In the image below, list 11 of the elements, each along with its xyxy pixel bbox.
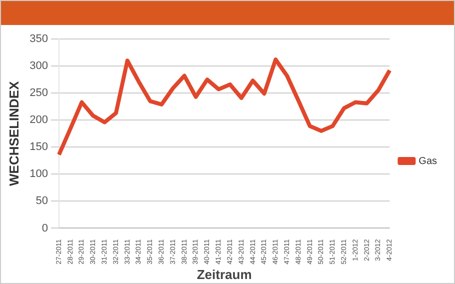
legend-label: Gas: [418, 156, 438, 167]
y-tick-label: 100: [30, 168, 48, 180]
y-tick-label: 200: [30, 114, 48, 126]
y-axis-title: WECHSELINDEX: [6, 80, 22, 186]
x-axis-title: Zeitraum: [196, 266, 252, 282]
y-tick-label: 0: [42, 222, 48, 234]
y-tick-label: 300: [30, 60, 48, 72]
y-tick-label: 50: [36, 195, 48, 208]
y-tick-label: 250: [30, 87, 48, 100]
y-tick-label: 350: [30, 33, 48, 46]
y-tick-label: 150: [30, 141, 48, 154]
